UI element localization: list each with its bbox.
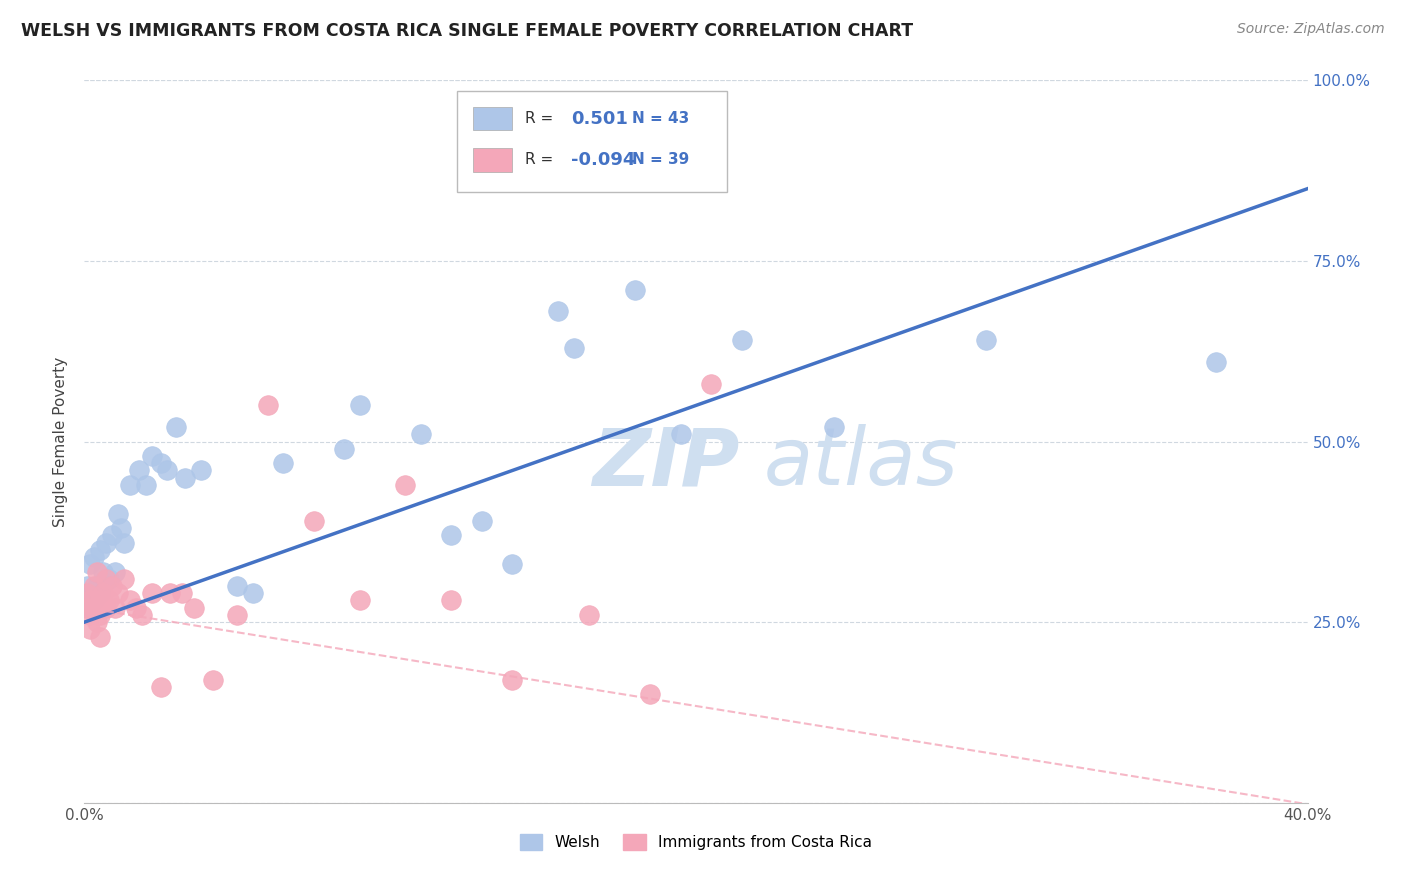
Point [79,593,101,607]
Point [79,558,101,572]
Point [79,586,101,600]
Text: WELSH VS IMMIGRANTS FROM COSTA RICA SINGLE FEMALE POVERTY CORRELATION CHART: WELSH VS IMMIGRANTS FROM COSTA RICA SING… [21,22,914,40]
Point [624,283,647,297]
Point [86,615,108,630]
Point [76,586,98,600]
Point [394,478,416,492]
Point [83,593,105,607]
Point [502,673,524,687]
Text: 0.501: 0.501 [571,110,628,128]
Text: atlas: atlas [763,425,957,502]
Point [638,687,661,701]
Point [349,398,371,412]
Point [97,572,120,586]
Point [172,586,194,600]
Point [349,593,371,607]
Point [149,680,172,694]
Point [226,579,249,593]
Bar [474,107,513,130]
Point [128,463,150,477]
Point [89,542,111,557]
Text: R =: R = [524,112,558,126]
Text: N = 43: N = 43 [633,112,689,126]
Point [76,600,98,615]
Point [94,572,117,586]
Point [823,420,845,434]
Text: R =: R = [524,153,558,168]
Point [86,579,108,593]
Point [547,304,569,318]
Point [149,456,172,470]
Point [89,586,111,600]
Point [91,565,114,579]
Point [110,521,132,535]
Text: -0.094: -0.094 [571,151,636,169]
Bar [474,148,513,171]
Point [86,565,108,579]
Point [190,463,212,477]
Point [271,456,294,470]
Text: ZIP: ZIP [592,425,740,502]
Point [79,607,101,622]
Point [669,427,692,442]
Point [257,398,280,412]
Point [76,600,98,615]
Point [131,607,153,622]
Point [201,673,224,687]
Point [700,376,723,391]
Point [731,334,754,348]
FancyBboxPatch shape [457,91,727,193]
Point [83,550,105,565]
Point [97,593,120,607]
Point [112,535,135,549]
Point [94,600,117,615]
Point [578,607,600,622]
Text: Source: ZipAtlas.com: Source: ZipAtlas.com [1237,22,1385,37]
Point [174,470,197,484]
Point [440,528,463,542]
Point [125,600,148,615]
Point [120,478,142,492]
Point [120,593,142,607]
Point [409,427,432,442]
Point [101,579,124,593]
Point [107,586,129,600]
Point [112,572,135,586]
Point [107,507,129,521]
Point [1205,355,1227,369]
Point [440,593,463,607]
Point [135,478,157,492]
Point [333,442,356,456]
Point [104,600,127,615]
Point [165,420,187,434]
Point [89,607,111,622]
Point [94,535,117,549]
Point [101,528,124,542]
Point [83,579,105,593]
Point [104,565,127,579]
Point [79,623,101,637]
Point [183,600,205,615]
Text: N = 39: N = 39 [633,153,689,168]
Y-axis label: Single Female Poverty: Single Female Poverty [53,357,69,526]
Point [89,593,111,607]
Point [76,579,98,593]
Point [156,463,179,477]
Point [502,558,524,572]
Point [471,514,494,528]
Point [562,341,585,355]
Legend: Welsh, Immigrants from Costa Rica: Welsh, Immigrants from Costa Rica [513,829,879,856]
Point [91,586,114,600]
Point [302,514,325,528]
Point [242,586,264,600]
Point [141,586,163,600]
Point [159,586,181,600]
Point [976,334,998,348]
Point [141,449,163,463]
Point [83,600,105,615]
Point [89,630,111,644]
Point [226,607,249,622]
